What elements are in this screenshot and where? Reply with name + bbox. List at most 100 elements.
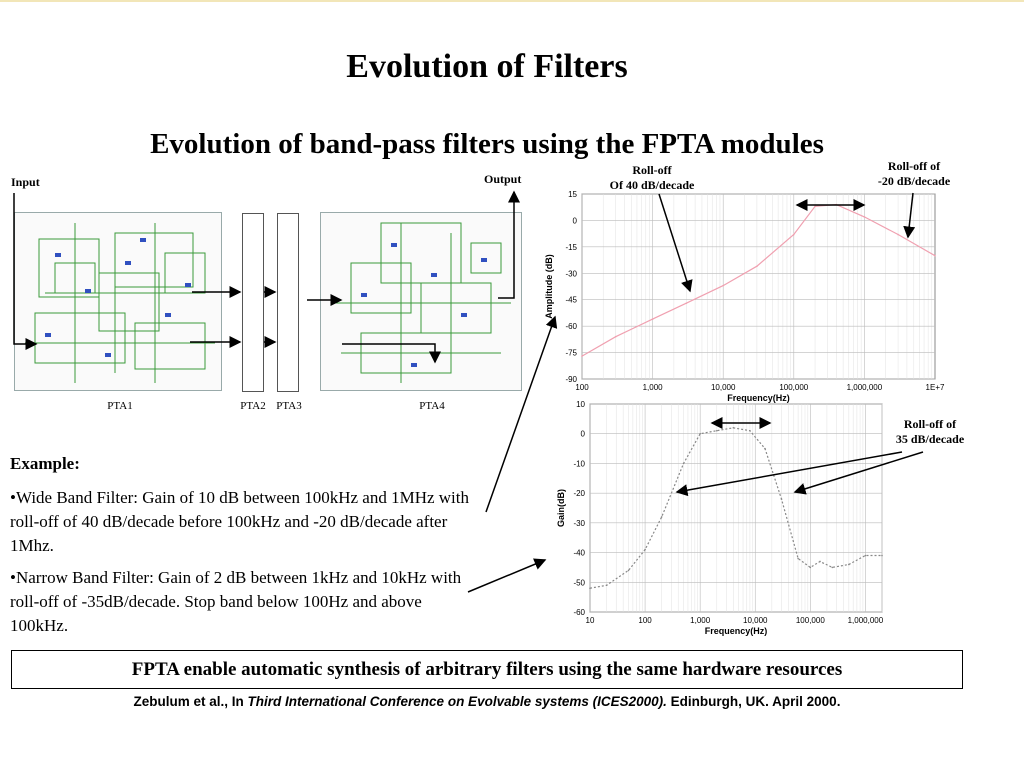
data-point [627,569,630,572]
y-tick-label: 10 [576,400,585,409]
rolloff35-arrow-right [793,451,924,495]
page-subtitle: Evolution of band-pass filters using the… [150,128,824,160]
input-arrow [13,193,38,350]
y-tick-label: 15 [568,190,577,199]
pta1-label: PTA1 [107,400,133,412]
x-axis-label: Frequency(Hz) [727,393,790,403]
y-tick-label: -90 [565,375,577,384]
data-point [699,432,701,435]
summary-box: FPTA enable automatic synthesis of arbit… [11,650,963,689]
data-point [581,355,583,357]
data-point [715,429,718,432]
rolloff40-line2: Of 40 dB/decade [609,178,695,192]
x-tick-label: 100,000 [779,383,808,392]
data-point [644,548,646,551]
y-tick-label: -40 [573,549,585,558]
data-point [848,563,850,566]
x-tick-label: 10,000 [743,616,768,625]
data-point [682,462,685,465]
citation-venue: Third International Conference on Evolva… [247,694,667,709]
y-axis-label: Gain(dB) [556,489,566,527]
data-point [809,566,812,569]
y-tick-label: 0 [573,216,578,225]
y-tick-label: -15 [565,243,577,252]
pta4-circuit [320,212,522,391]
x-tick-label: 1,000 [690,616,711,625]
data-point [605,584,608,587]
data-point [863,216,866,218]
rolloff35-line1: Roll-off of [903,417,957,431]
y-tick-label: -45 [565,296,577,305]
data-point [651,318,654,320]
pta4-schematic [331,222,511,383]
data-point [797,557,799,560]
example-section: Example: •Wide Band Filter: Gain of 10 d… [10,452,480,646]
data-point [589,587,591,590]
data-point [864,554,867,557]
rolloff40-annotation: Roll-off Of 40 dB/decade [600,163,704,193]
x-tick-label: 10,000 [711,383,736,392]
x-tick-label: 1,000,000 [848,616,884,625]
rolloff35-line2: 35 dB/decade [895,432,965,446]
data-point [756,265,758,268]
data-point [749,429,751,432]
plot-frame [589,403,883,613]
data-point [780,498,783,500]
y-tick-label: -20 [573,489,585,498]
output-arrow [498,190,520,299]
x-axis-label: Frequency(Hz) [705,626,768,636]
data-point [934,254,936,257]
narrow-band-pointer-arrow [467,558,547,593]
y-tick-label: -30 [573,519,585,528]
x-tick-label: 100,000 [796,616,825,625]
pta2-label: PTA2 [240,400,266,412]
pta3-pta4-arrow-bottom [342,343,441,364]
pta1-schematic [25,223,215,383]
data-point [614,335,617,338]
pta3-block [277,213,299,392]
citation-suffix: Edinburgh, UK. April 2000. [666,694,841,709]
data-point [732,426,735,429]
data-point [897,233,899,236]
pta2-block [242,213,264,392]
y-tick-label: -75 [565,349,577,358]
example-heading: Example: [10,454,80,473]
wide-band-bullet: •Wide Band Filter: Gain of 10 dB between… [10,488,469,555]
x-tick-label: 1,000 [643,383,664,392]
series-line-0 [581,203,936,357]
data-point [660,516,663,518]
rolloff20-annotation: Roll-off of -20 dB/decade [862,159,966,189]
y-tick-label: -60 [573,608,585,617]
page-title: Evolution of Filters [346,48,628,85]
rolloff40-line1: Roll-off [632,163,672,177]
rolloff20-arrow [903,192,916,239]
rolloff20-line1: Roll-off of [887,159,941,173]
y-tick-label: -10 [573,459,585,468]
wide-band-pointer-arrow [485,315,558,513]
x-tick-label: 100 [575,383,589,392]
x-tick-label: 1,000,000 [847,383,883,392]
y-tick-label: -30 [565,269,577,278]
data-point [881,554,883,557]
x-tick-label: 10 [586,616,595,625]
rolloff35-arrow-left [675,451,903,497]
data-point [722,284,724,287]
x-tick-label: 100 [638,616,652,625]
rolloff20-line2: -20 dB/decade [877,174,951,188]
pta4-label: PTA4 [419,400,445,412]
grid [581,193,935,380]
y-tick-label: -60 [565,322,577,331]
rolloff35-annotation: Roll-off of 35 dB/decade [878,417,982,447]
y-tick-label: -50 [573,578,585,587]
data-point [814,205,816,208]
y-axis-label: Amplitude (dB) [544,254,554,319]
data-point [764,447,766,450]
data-point [831,566,834,569]
y-tick-label: 0 [581,430,586,439]
citation-prefix: Zebulum et al., In [133,694,248,709]
pta3-label: PTA3 [276,400,302,412]
